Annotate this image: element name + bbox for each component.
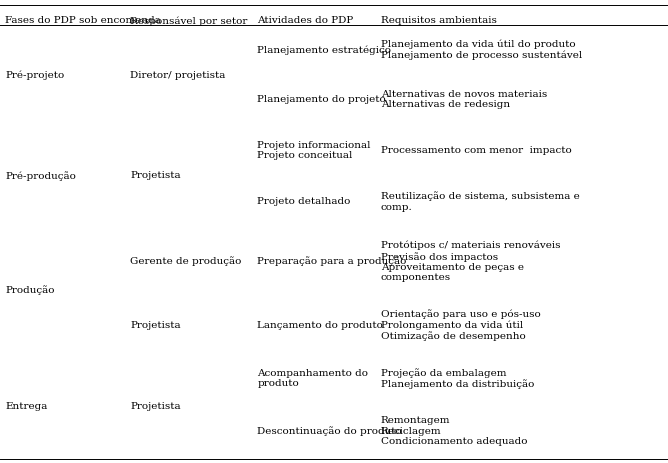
- Text: Gerente de produção: Gerente de produção: [130, 257, 242, 267]
- Text: Diretor/ projetista: Diretor/ projetista: [130, 71, 226, 80]
- Text: Projetista: Projetista: [130, 321, 181, 330]
- Text: Reutilização de sistema, subsistema e
comp.: Reutilização de sistema, subsistema e co…: [381, 191, 580, 212]
- Text: Planejamento da vida útil do produto
Planejamento de processo sustentável: Planejamento da vida útil do produto Pla…: [381, 40, 582, 61]
- Text: Remontagem
Reciclagem
Condicionamento adequado: Remontagem Reciclagem Condicionamento ad…: [381, 416, 527, 446]
- Text: Alternativas de novos materiais
Alternativas de redesign: Alternativas de novos materiais Alternat…: [381, 90, 547, 109]
- Text: Preparação para a produção: Preparação para a produção: [257, 257, 407, 267]
- Text: Projeto detalhado: Projeto detalhado: [257, 197, 351, 206]
- Text: Acompanhamento do
produto: Acompanhamento do produto: [257, 369, 368, 388]
- Text: Responsável por setor: Responsável por setor: [130, 16, 248, 26]
- Text: Planejamento estratégico: Planejamento estratégico: [257, 45, 391, 55]
- Text: Produção: Produção: [5, 286, 55, 295]
- Text: Planejamento do projeto: Planejamento do projeto: [257, 95, 386, 104]
- Text: Fases do PDP sob encomenda: Fases do PDP sob encomenda: [5, 16, 161, 25]
- Text: Lançamento do produto: Lançamento do produto: [257, 321, 383, 330]
- Text: Projeto informacional
Projeto conceitual: Projeto informacional Projeto conceitual: [257, 141, 371, 160]
- Text: Orientação para uso e pós-uso
Prolongamento da vida útil
Otimização de desempenh: Orientação para uso e pós-uso Prolongame…: [381, 309, 540, 341]
- Text: Atividades do PDP: Atividades do PDP: [257, 16, 353, 25]
- Text: Projeção da embalagem
Planejamento da distribuição: Projeção da embalagem Planejamento da di…: [381, 368, 534, 389]
- Text: Projetista: Projetista: [130, 171, 181, 181]
- Text: Requisitos ambientais: Requisitos ambientais: [381, 16, 496, 25]
- Text: Projetista: Projetista: [130, 402, 181, 411]
- Text: Protótipos c/ materiais renováveis
Previsão dos impactos
Aproveitamento de peças: Protótipos c/ materiais renováveis Previ…: [381, 241, 560, 282]
- Text: Entrega: Entrega: [5, 402, 47, 411]
- Text: Processamento com menor  impacto: Processamento com menor impacto: [381, 146, 572, 155]
- Text: Pré-produção: Pré-produção: [5, 171, 76, 181]
- Text: Descontinuação do produto: Descontinuação do produto: [257, 426, 402, 436]
- Text: Pré-projeto: Pré-projeto: [5, 71, 65, 81]
